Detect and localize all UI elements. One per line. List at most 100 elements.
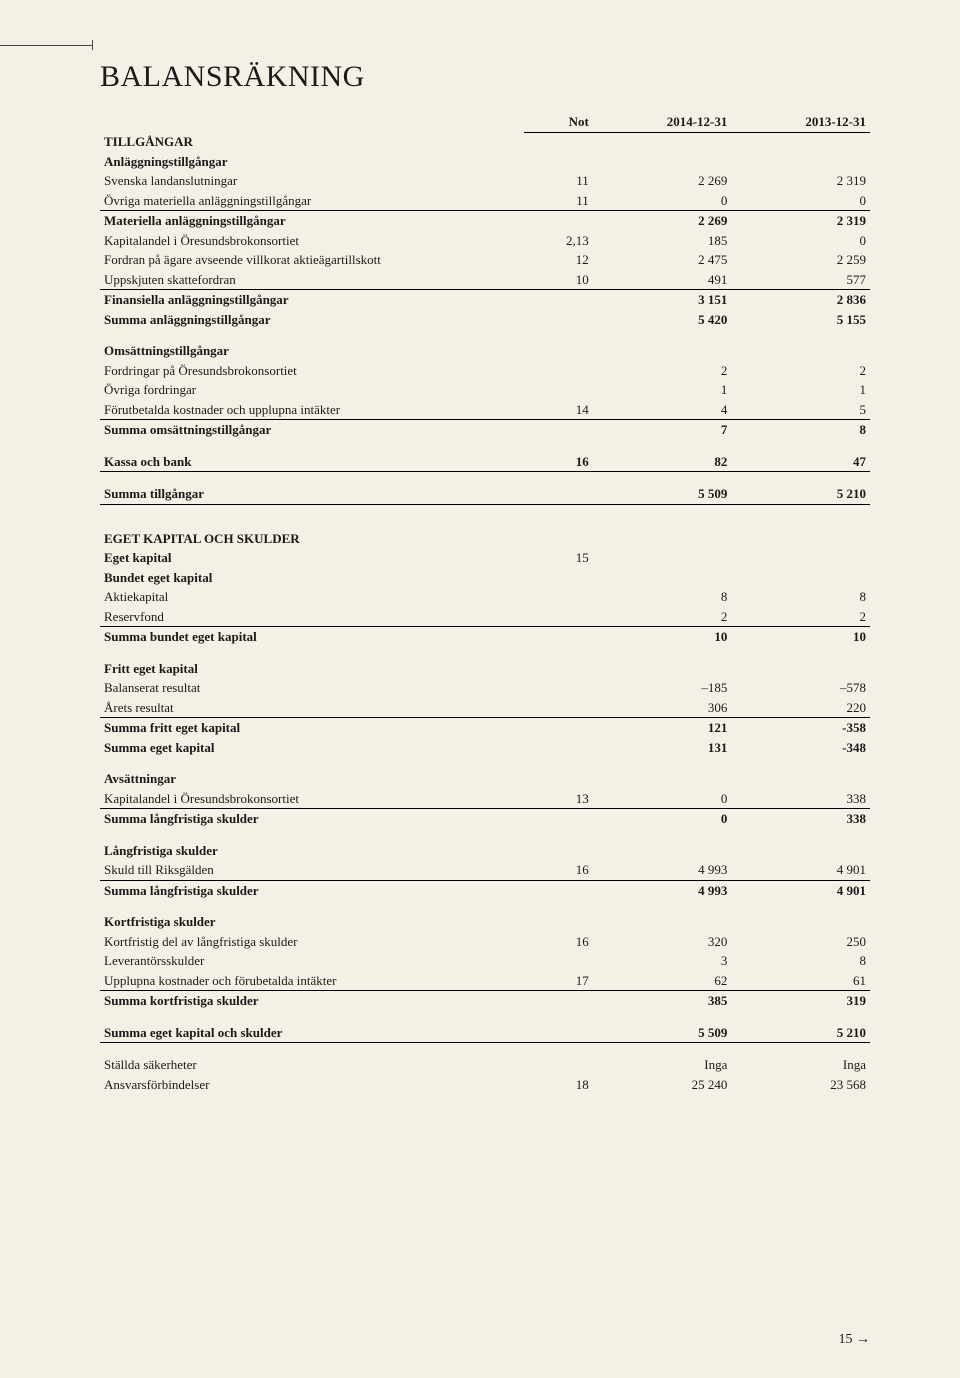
cell-v2: 2 259 bbox=[731, 250, 870, 270]
table-row: Uppskjuten skattefordran10491577 bbox=[100, 270, 870, 290]
table-row: Övriga fordringar11 bbox=[100, 380, 870, 400]
cell-label: Anläggningstillgångar bbox=[100, 152, 524, 172]
table-row bbox=[100, 472, 870, 485]
cell-v1 bbox=[593, 517, 732, 529]
table-row: Summa fritt eget kapital 121-358 bbox=[100, 718, 870, 738]
table-row: Kortfristiga skulder bbox=[100, 912, 870, 932]
cell-v1: 3 bbox=[593, 951, 732, 971]
cell-v1: 5 509 bbox=[593, 1023, 732, 1043]
cell-v1: 491 bbox=[593, 270, 732, 290]
cell-not bbox=[524, 880, 593, 900]
cell-v2: 2 319 bbox=[731, 171, 870, 191]
cell-v1: 306 bbox=[593, 698, 732, 718]
cell-v1: 2014-12-31 bbox=[593, 112, 732, 132]
cell-v2: 2 319 bbox=[731, 211, 870, 231]
cell-v2: 47 bbox=[731, 452, 870, 472]
cell-not bbox=[524, 420, 593, 440]
table-row: Materiella anläggningstillgångar2 2692 3… bbox=[100, 211, 870, 231]
cell-v1: –185 bbox=[593, 678, 732, 698]
cell-v1 bbox=[593, 504, 732, 517]
cell-v1 bbox=[593, 769, 732, 789]
cell-not bbox=[524, 1023, 593, 1043]
table-row: Summa bundet eget kapital1010 bbox=[100, 627, 870, 647]
cell-v2: -358 bbox=[731, 718, 870, 738]
cell-v1: 0 bbox=[593, 191, 732, 211]
cell-not: 17 bbox=[524, 971, 593, 991]
table-row: TILLGÅNGAR bbox=[100, 132, 870, 152]
cell-v1: 5 420 bbox=[593, 310, 732, 330]
cell-label: Förutbetalda kostnader och upplupna intä… bbox=[100, 400, 524, 420]
cell-label bbox=[100, 900, 524, 912]
cell-not bbox=[524, 568, 593, 588]
cell-label: TILLGÅNGAR bbox=[100, 132, 524, 152]
table-row: Övriga materiella anläggningstillgångar1… bbox=[100, 191, 870, 211]
cell-not bbox=[524, 341, 593, 361]
cell-v2: 5 210 bbox=[731, 1023, 870, 1043]
table-row: Anläggningstillgångar bbox=[100, 152, 870, 172]
cell-label bbox=[100, 757, 524, 769]
cell-v1 bbox=[593, 1011, 732, 1023]
cell-v1: 4 bbox=[593, 400, 732, 420]
table-row: Kapitalandel i Öresundsbrokonsortiet1303… bbox=[100, 789, 870, 809]
table-row: Bundet eget kapital bbox=[100, 568, 870, 588]
table-row: Upplupna kostnader och förubetalda intäk… bbox=[100, 971, 870, 991]
cell-v1 bbox=[593, 132, 732, 152]
cell-v1 bbox=[593, 829, 732, 841]
cell-label: Eget kapital bbox=[100, 548, 524, 568]
cell-not bbox=[524, 912, 593, 932]
table-row: Eget kapital15 bbox=[100, 548, 870, 568]
cell-v2: 2 bbox=[731, 361, 870, 381]
cell-not: 12 bbox=[524, 250, 593, 270]
cell-v2 bbox=[731, 548, 870, 568]
cell-label bbox=[100, 472, 524, 485]
cell-not: 16 bbox=[524, 452, 593, 472]
cell-not bbox=[524, 738, 593, 758]
cell-v2 bbox=[731, 647, 870, 659]
cell-v2: 61 bbox=[731, 971, 870, 991]
cell-v2: 5 155 bbox=[731, 310, 870, 330]
table-row: Avsättningar bbox=[100, 769, 870, 789]
cell-v1: 5 509 bbox=[593, 484, 732, 504]
cell-v1: 121 bbox=[593, 718, 732, 738]
table-row bbox=[100, 1011, 870, 1023]
cell-label: Summa långfristiga skulder bbox=[100, 880, 524, 900]
cell-label: Kapitalandel i Öresundsbrokonsortiet bbox=[100, 789, 524, 809]
cell-not bbox=[524, 1011, 593, 1023]
page-arrow-icon: → bbox=[856, 1332, 870, 1347]
cell-v2: 1 bbox=[731, 380, 870, 400]
cell-label: Fritt eget kapital bbox=[100, 659, 524, 679]
table-row: EGET KAPITAL OCH SKULDER bbox=[100, 529, 870, 549]
cell-v1: 2 475 bbox=[593, 250, 732, 270]
cell-label: Summa bundet eget kapital bbox=[100, 627, 524, 647]
cell-label: Fordran på ägare avseende villkorat akti… bbox=[100, 250, 524, 270]
cell-label: Summa fritt eget kapital bbox=[100, 718, 524, 738]
cell-v1 bbox=[593, 341, 732, 361]
table-row: Summa tillgångar5 5095 210 bbox=[100, 484, 870, 504]
cell-v2: 338 bbox=[731, 809, 870, 829]
cell-not bbox=[524, 718, 593, 738]
cell-not bbox=[524, 152, 593, 172]
cell-label: Finansiella anläggningstillgångar bbox=[100, 290, 524, 310]
cell-v2: 2 bbox=[731, 607, 870, 627]
cell-label bbox=[100, 112, 524, 132]
cell-not bbox=[524, 472, 593, 485]
table-row: Leverantörsskulder 38 bbox=[100, 951, 870, 971]
cell-v2 bbox=[731, 517, 870, 529]
cell-v1 bbox=[593, 1043, 732, 1056]
cell-v2: 4 901 bbox=[731, 880, 870, 900]
table-row: Summa långfristiga skulder4 9934 901 bbox=[100, 880, 870, 900]
table-row: Kapitalandel i Öresundsbrokonsortiet2,13… bbox=[100, 231, 870, 251]
cell-v1: 2 269 bbox=[593, 171, 732, 191]
cell-v2: 8 bbox=[731, 951, 870, 971]
table-row: Svenska landanslutningar112 2692 319 bbox=[100, 171, 870, 191]
cell-not bbox=[524, 1055, 593, 1075]
table-row: Fordran på ägare avseende villkorat akti… bbox=[100, 250, 870, 270]
cell-v2 bbox=[731, 829, 870, 841]
cell-label: Långfristiga skulder bbox=[100, 841, 524, 861]
table-row: Balanserat resultat–185–578 bbox=[100, 678, 870, 698]
cell-v1: 2 269 bbox=[593, 211, 732, 231]
cell-v2: 0 bbox=[731, 191, 870, 211]
table-row: Långfristiga skulder bbox=[100, 841, 870, 861]
cell-v1 bbox=[593, 529, 732, 549]
cell-label: Leverantörsskulder bbox=[100, 951, 524, 971]
